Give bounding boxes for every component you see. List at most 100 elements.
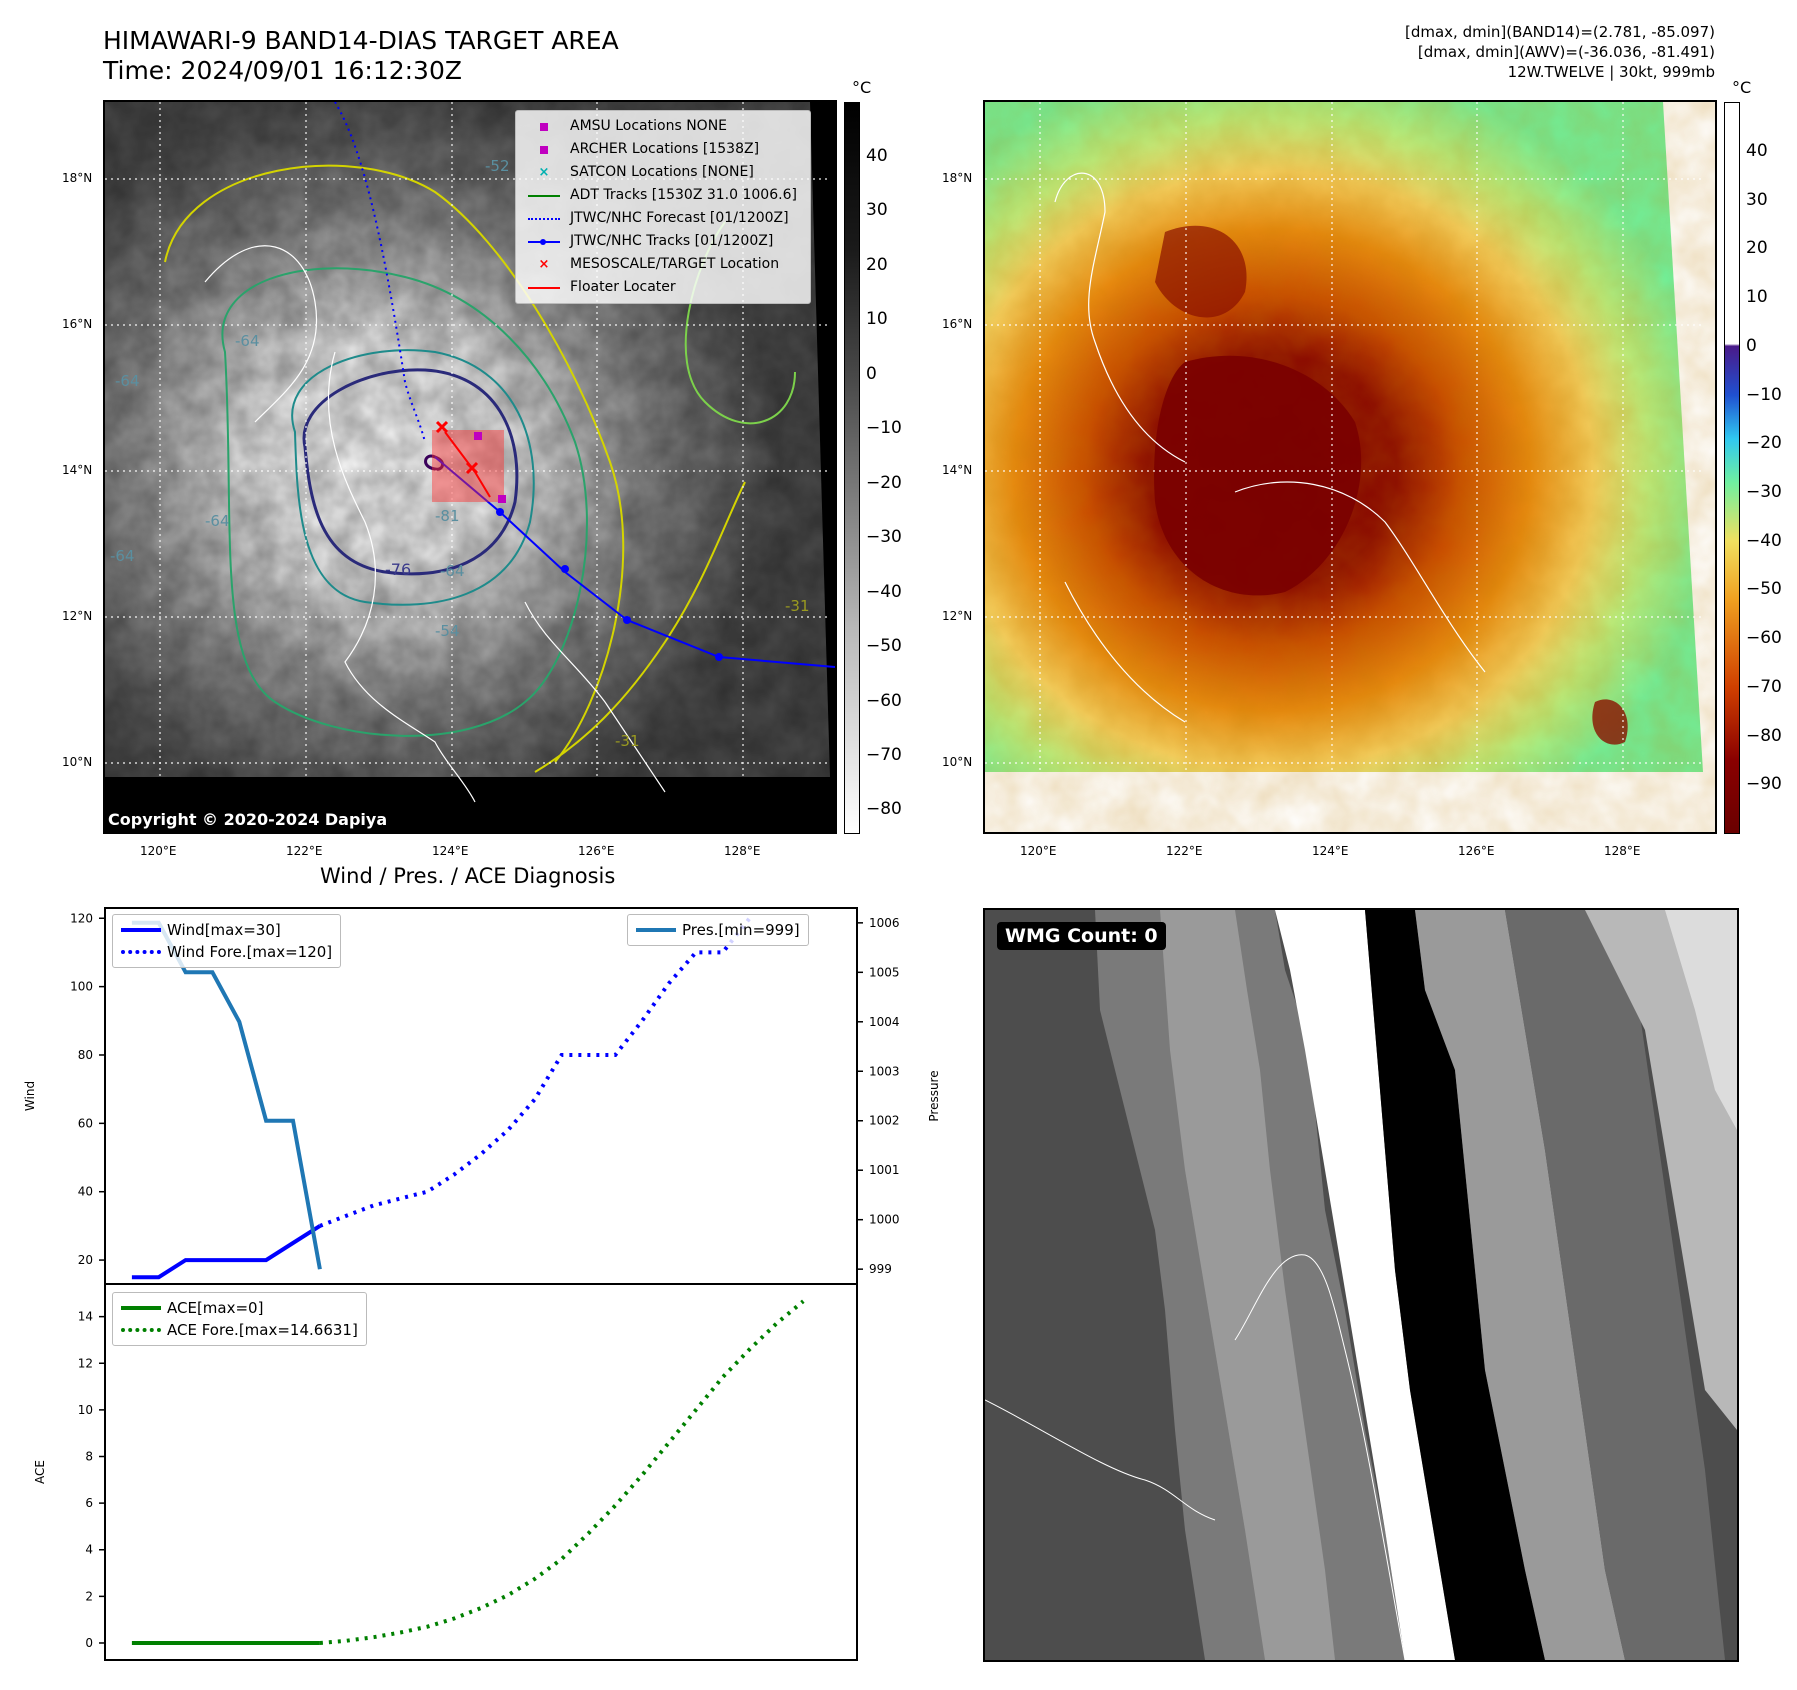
legend-label: JTWC/NHC Forecast [01/1200Z] [570,210,789,226]
info-line-1: [dmax, dmin](BAND14)=(2.781, -85.097) [1404,23,1715,41]
colorbar-tick: −60 [866,691,902,711]
lat-tick: 12°N [942,609,973,623]
awv-satellite-imagery [985,102,1703,772]
left-tick-label: 60 [78,1116,93,1130]
colorbar-tick: −40 [1746,531,1782,551]
legend-item: Floater Locater [524,276,802,299]
left-tick-label: 40 [78,1185,93,1199]
colorbar-tick: −30 [866,527,902,547]
wind-series-line [131,1224,321,1280]
contour-label: -64 [205,512,230,530]
right-tick-label: 1003 [869,1064,900,1078]
ir-colorbar-unit: °C [852,78,872,97]
ir-legend: AMSU Locations NONE ARCHER Locations [15… [515,110,811,304]
legend-item: JTWC/NHC Tracks [01/1200Z] [524,230,802,253]
colorbar-tick: −20 [866,473,902,493]
right-tick-label: 1001 [869,1163,900,1177]
lat-tick: 14°N [62,463,93,477]
colorbar-tick: 20 [1746,238,1768,258]
contour-label: -31 [615,732,640,750]
colorbar-tick: 30 [866,200,888,220]
legend-label: Floater Locater [570,279,676,295]
legend-label: Wind Fore.[max=120] [167,943,333,961]
colorbar-tick: −80 [866,799,902,819]
legend-label: Pres.[min=999] [682,921,800,939]
colorbar-tick: −30 [1746,482,1782,502]
lat-tick: 10°N [62,755,93,769]
right-tick-label: 1006 [869,916,900,930]
lon-tick: 122°E [286,844,323,858]
pressure-legend: Pres.[min=999] [627,914,809,946]
wmg-count-badge: WMG Count: 0 [997,922,1166,950]
contour-label: -52 [485,157,510,175]
ir-map-panel: -64 -64 -64 -76 -64 -54 -31 -31 -81 -64 … [103,100,837,834]
left-tick-label: 80 [78,1048,93,1062]
wind-forecast-series-line [319,917,752,1228]
legend-item: ACE Fore.[max=14.6631] [121,1319,358,1341]
square-marker-icon [524,145,564,155]
left-tick-label: 0 [85,1636,93,1650]
title-line-2: Time: 2024/09/01 16:12:30Z [103,56,462,85]
colorbar-tick: 40 [866,146,888,166]
colorbar-tick: 20 [866,255,888,275]
left-tick-label: 6 [85,1496,93,1510]
lon-tick: 124°E [432,844,469,858]
ace-axis-label: ACE [33,1460,47,1484]
ace-legend: ACE[max=0] ACE Fore.[max=14.6631] [112,1292,367,1346]
contour-label: -76 [385,560,412,579]
legend-item: Pres.[min=999] [636,919,800,941]
lat-tick: 18°N [62,171,93,185]
line-marker-icon [524,191,564,201]
legend-item: ARCHER Locations [1538Z] [524,138,802,161]
solid-line-icon [121,1303,161,1313]
lon-tick: 126°E [578,844,615,858]
copyright-text: Copyright © 2020-2024 Dapiya [108,810,388,829]
title-line-1: HIMAWARI-9 BAND14-DIAS TARGET AREA [103,26,619,55]
colorbar-tick: 10 [866,309,888,329]
figure-title: HIMAWARI-9 BAND14-DIAS TARGET AREA Time:… [103,26,619,86]
left-tick-label: 100 [70,980,93,994]
lon-tick: 128°E [1604,844,1641,858]
legend-label: SATCON Locations [NONE] [570,164,754,180]
colorbar-tick: −10 [866,418,902,438]
left-tick-label: 120 [70,911,93,925]
colorbar-tick: −50 [866,636,902,656]
left-tick-label: 12 [78,1356,93,1370]
legend-label: ADT Tracks [1530Z 31.0 1006.6] [570,187,797,203]
colorbar-tick: −40 [866,582,902,602]
info-line-2: [dmax, dmin](AWV)=(-36.036, -81.491) [1417,43,1715,61]
ace-forecast-series-line [319,1299,805,1645]
colorbar-tick: −70 [1746,677,1782,697]
left-tick-label: 4 [85,1543,93,1557]
wmg-panel: WMG Count: 0 [983,908,1739,1662]
pressure-axis-label: Pressure [927,1070,941,1121]
legend-item: ADT Tracks [1530Z 31.0 1006.6] [524,184,802,207]
lon-tick: 128°E [724,844,761,858]
dotted-line-icon [121,1325,161,1335]
contour-label: -81 [435,507,460,525]
x-marker-icon: × [538,164,550,180]
legend-label: Wind[max=30] [167,921,281,939]
lon-tick: 124°E [1312,844,1349,858]
left-tick-label: 14 [78,1310,93,1324]
solid-line-icon [636,925,676,935]
lon-tick: 122°E [1166,844,1203,858]
right-tick-label: 1005 [869,965,900,979]
colorbar-tick: −20 [1746,433,1782,453]
contour-label: -54 [435,622,460,640]
legend-item: × MESOSCALE/TARGET Location [524,253,802,276]
legend-item: ACE[max=0] [121,1297,358,1319]
ace-axes [104,1283,858,1661]
lat-tick: 14°N [942,463,973,477]
legend-label: AMSU Locations NONE [570,118,728,134]
lon-tick: 126°E [1458,844,1495,858]
contour-label: -64 [440,562,465,580]
lat-tick: 16°N [942,317,973,331]
colorbar-tick: 0 [866,364,877,384]
lon-tick: 120°E [1020,844,1057,858]
contour-label: -64 [235,332,260,350]
left-tick-label: 2 [85,1589,93,1603]
legend-item: Wind Fore.[max=120] [121,941,332,963]
right-tick-label: 1000 [869,1213,900,1227]
colorbar-tick: −10 [1746,385,1782,405]
